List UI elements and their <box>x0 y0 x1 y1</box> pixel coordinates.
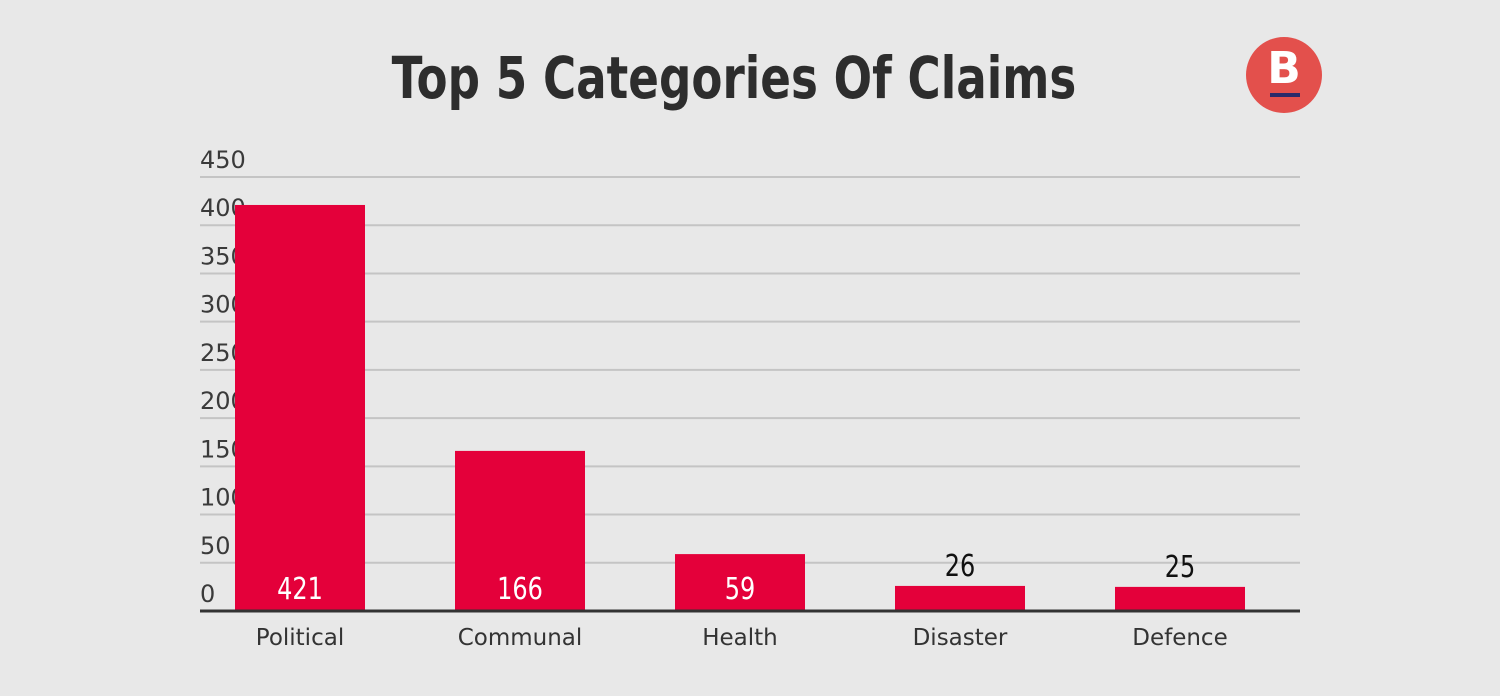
data-label: 59 <box>725 572 756 606</box>
x-tick-label: Defence <box>1132 625 1227 651</box>
y-tick-label: 50 <box>200 532 231 560</box>
data-label: 421 <box>277 572 323 606</box>
bar-defence <box>1115 586 1245 611</box>
brand-logo-letter: B <box>1267 43 1301 94</box>
gridlines <box>200 176 1300 564</box>
brand-logo: B <box>1246 37 1322 113</box>
brand-logo-underline <box>1270 93 1300 97</box>
x-tick-label: Health <box>702 625 778 651</box>
y-tick-label: 0 <box>200 580 215 608</box>
data-labels: 421 166 59 26 25 <box>277 549 1195 606</box>
y-tick-label: 450 <box>200 146 246 174</box>
bar-disaster <box>895 585 1025 611</box>
bar-health <box>675 554 805 611</box>
data-label: 166 <box>497 572 543 606</box>
data-label: 26 <box>945 549 976 583</box>
x-tick-label: Political <box>256 625 344 651</box>
data-label: 25 <box>1165 550 1196 584</box>
x-tick-label: Communal <box>458 625 583 651</box>
x-axis-ticks: Political Communal Health Disaster Defence <box>256 625 1228 651</box>
x-tick-label: Disaster <box>913 625 1008 651</box>
chart-title: Top 5 Categories Of Claims <box>391 44 1077 112</box>
bar-political <box>235 204 365 612</box>
bar-communal <box>455 450 585 611</box>
bars <box>235 204 1245 612</box>
